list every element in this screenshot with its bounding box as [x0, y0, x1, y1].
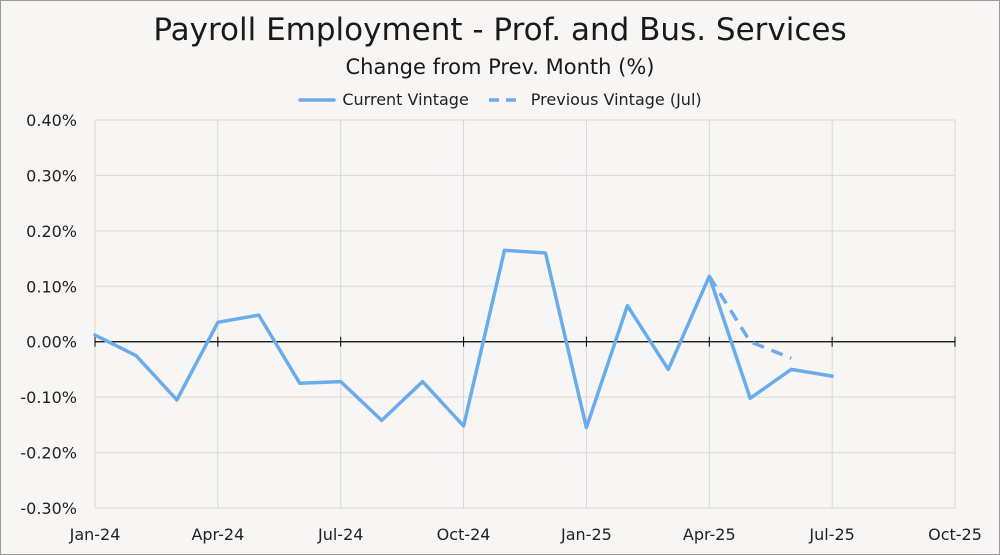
y-tick-label: 0.20%	[26, 222, 77, 241]
x-tick-label: Jul-24	[317, 525, 363, 544]
y-tick-label: 0.30%	[26, 166, 77, 185]
x-tick-label: Apr-25	[683, 525, 736, 544]
x-axis: Jan-24 Apr-24 Jul-24 Oct-24 Jan-25 Apr-25 Jul-…	[69, 525, 982, 544]
legend-item-current: Current Vintage	[298, 90, 469, 109]
y-tick-label: -0.10%	[20, 388, 77, 407]
x-tick-label: Apr-24	[191, 525, 244, 544]
series-line-previous-vintage	[707, 275, 792, 360]
series-lines	[93, 248, 834, 430]
zero-axis	[94, 336, 956, 347]
legend-swatch-dashed	[488, 97, 523, 102]
x-tick-label: Jan-24	[69, 525, 121, 544]
legend-label-previous: Previous Vintage (Jul)	[530, 90, 702, 109]
x-tick-label: Jul-25	[808, 525, 854, 544]
x-tick-label: Oct-24	[437, 525, 491, 544]
x-tick-label: Oct-25	[928, 525, 982, 544]
chart-title: Payroll Employment - Prof. and Bus. Serv…	[153, 12, 847, 48]
y-tick-label: -0.30%	[20, 499, 77, 518]
y-tick-label: 0.10%	[26, 277, 77, 296]
chart-subtitle: Change from Prev. Month (%)	[345, 55, 655, 79]
y-tick-label: 0.00%	[26, 333, 77, 352]
legend: Current Vintage Previous Vintage (Jul)	[0, 90, 1000, 109]
legend-item-previous: Previous Vintage (Jul)	[487, 90, 702, 109]
legend-swatch-solid	[298, 97, 337, 102]
y-axis: -0.30% -0.20% -0.10% 0.00% 0.10% 0.20% 0.30% 0.…	[20, 111, 77, 518]
y-tick-label: -0.20%	[20, 444, 77, 463]
legend-label-current: Current Vintage	[342, 90, 469, 109]
y-tick-label: 0.40%	[26, 111, 77, 130]
grid	[94, 119, 956, 509]
x-tick-label: Jan-25	[560, 525, 612, 544]
